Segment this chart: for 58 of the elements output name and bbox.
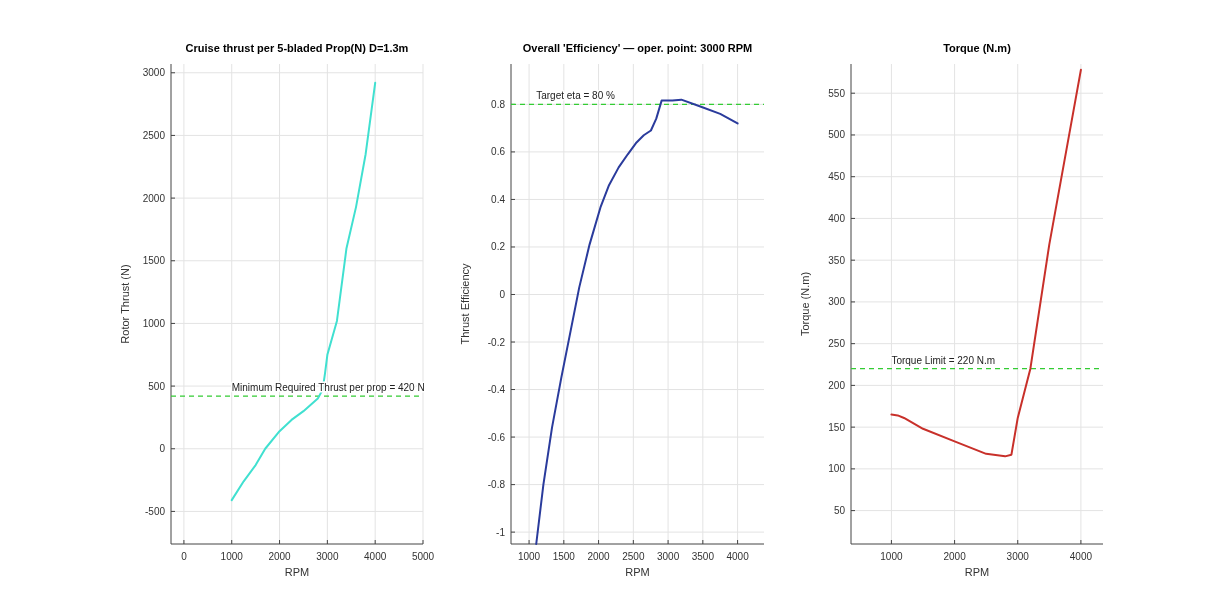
x-tick-label: 4000 [364,551,387,562]
x-tick-label: 3000 [656,551,680,562]
y-tick-label: 300 [828,296,846,308]
y-tick-label: -0.2 [487,336,506,348]
ref-line-label: Torque Limit = 220 N.m [891,354,996,366]
y-tick-label: 0 [159,443,166,455]
y-tick-label: 350 [828,254,846,266]
y-tick-label: 1000 [142,317,166,329]
chart-title: Torque (N.m) [943,42,1012,54]
y-tick-label: -1 [496,526,506,538]
x-tick-label: 2000 [587,551,611,562]
y-tick-label: -0.8 [487,479,506,491]
x-tick-label: 2500 [622,551,645,562]
line-series [890,68,1082,458]
y-tick-label: 50 [833,505,846,517]
y-tick-label: -0.4 [487,384,506,396]
y-tick-label: 100 [828,463,846,475]
chart-title: Overall 'Efficiency' — oper. point: 3000 RPM [522,42,753,54]
y-tick-label: 2000 [142,192,166,204]
x-tick-label: 3000 [316,551,339,562]
y-tick-label: 150 [828,421,846,433]
x-tick-label: 0 [181,551,188,562]
y-axis-title: Thrust Efficiency [459,262,471,345]
y-tick-label: 200 [828,379,846,391]
y-tick-label: 0.8 [491,98,506,110]
y-tick-label: 0 [499,289,506,300]
y-tick-label: 400 [828,212,846,224]
y-tick-label: 1500 [142,255,166,267]
y-tick-label: -500 [144,505,166,517]
x-tick-label: 4000 [726,551,750,562]
y-axis-title: Torque (N.m) [799,271,811,337]
chart-title: Cruise thrust per 5-bladed Prop(N) D=1.3m [185,42,409,54]
x-tick-label: 1000 [880,551,903,562]
y-tick-label: 450 [828,171,846,183]
x-axis-title: RPM [284,566,310,578]
y-tick-label: 0.6 [491,146,506,158]
x-tick-label: 2000 [943,551,967,562]
y-tick-label: 550 [828,87,846,99]
y-tick-label: 0.4 [491,193,506,205]
y-axis-title: Rotor Thrust (N) [119,264,131,344]
y-tick-label: 500 [828,129,846,141]
y-tick-label: 2500 [142,129,166,141]
x-tick-label: 1000 [517,551,541,562]
y-tick-label: 0.2 [491,241,506,253]
y-tick-label: -0.6 [487,431,506,443]
y-tick-label: 500 [148,380,166,392]
x-tick-label: 1000 [220,551,244,562]
x-tick-label: 3000 [1006,551,1030,562]
x-axis-title: RPM [625,566,650,578]
x-tick-label: 5000 [411,551,435,562]
y-tick-label: 250 [828,338,846,350]
x-tick-label: 4000 [1069,551,1093,562]
x-tick-label: 1500 [552,551,576,562]
x-tick-label: 2000 [268,551,292,562]
x-tick-label: 3500 [691,551,715,562]
x-axis-title: RPM [964,566,990,578]
y-tick-label: 3000 [142,67,166,79]
ref-line-label: Target eta = 80 % [536,90,615,102]
